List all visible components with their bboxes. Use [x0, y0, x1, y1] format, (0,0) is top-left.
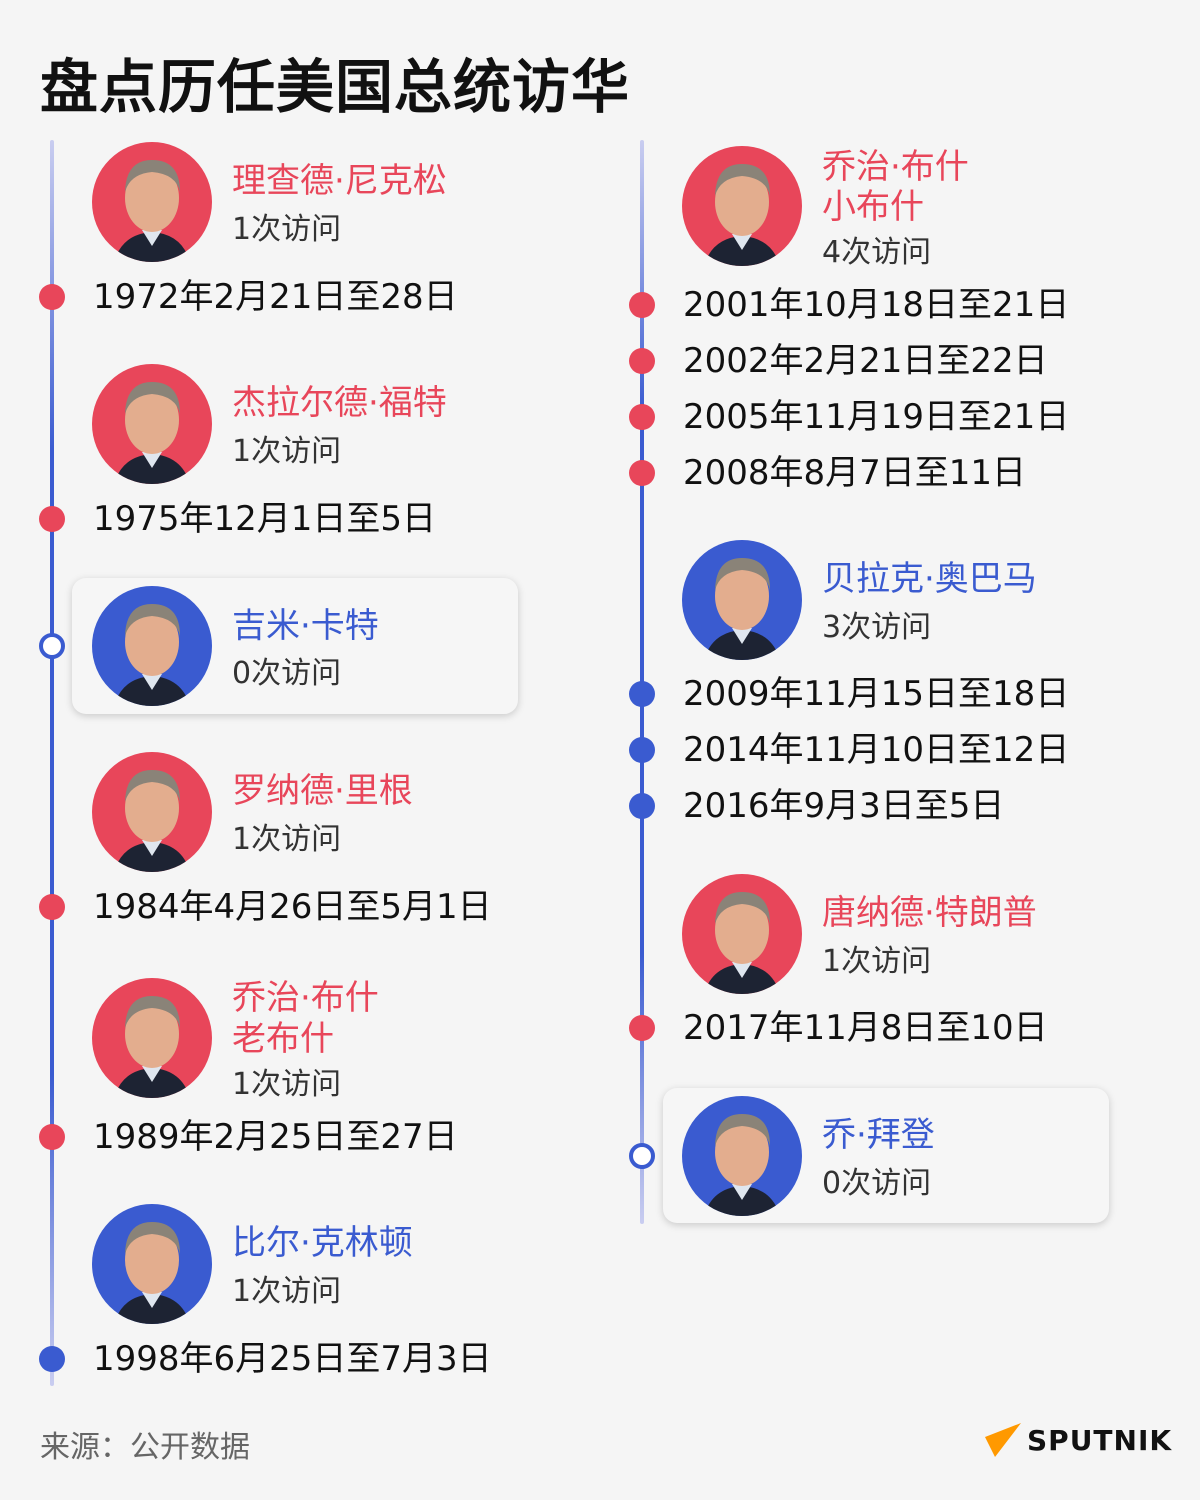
visit-count: 1次访问 — [232, 822, 342, 857]
portrait-silhouette-icon — [114, 770, 190, 872]
visit-date: 1998年6月25日至7月3日 — [93, 1339, 492, 1379]
portrait-silhouette-icon — [114, 382, 190, 484]
president-name: 理查德·尼克松 — [232, 161, 447, 201]
visit-count: 3次访问 — [822, 610, 932, 645]
president-name: 乔治·布什 — [232, 978, 379, 1018]
source-note: 来源：公开数据 — [40, 1430, 250, 1465]
visit-count: 1次访问 — [232, 1274, 342, 1309]
timeline-dot-hollow — [629, 1143, 655, 1169]
timeline-dot — [629, 348, 655, 374]
sputnik-logo: SPUTNIK — [985, 1423, 1172, 1457]
president-name: 乔治·布什 — [822, 147, 969, 187]
visit-date: 2005年11月19日至21日 — [683, 397, 1070, 437]
president-nickname: 小布什 — [822, 187, 924, 227]
timeline-axis-left — [50, 140, 54, 1386]
president-portrait — [682, 540, 802, 660]
timeline-dot — [629, 681, 655, 707]
president-portrait — [682, 874, 802, 994]
visit-count: 0次访问 — [822, 1166, 932, 1201]
president-nickname: 老布什 — [232, 1019, 334, 1059]
sputnik-arrow-icon — [985, 1423, 1021, 1457]
timeline-dot — [629, 793, 655, 819]
president-portrait — [92, 1204, 212, 1324]
president-portrait — [92, 586, 212, 706]
visit-count: 1次访问 — [232, 212, 342, 247]
president-name: 罗纳德·里根 — [232, 771, 413, 811]
president-name: 比尔·克林顿 — [232, 1223, 413, 1263]
visit-count: 0次访问 — [232, 656, 342, 691]
president-portrait — [92, 978, 212, 1098]
president-name: 杰拉尔德·福特 — [232, 383, 447, 423]
president-portrait — [92, 142, 212, 262]
portrait-silhouette-icon — [704, 164, 780, 266]
visit-count: 4次访问 — [822, 235, 932, 270]
timeline-dot — [629, 460, 655, 486]
timeline-dot — [39, 1346, 65, 1372]
logo-text: SPUTNIK — [1027, 1423, 1173, 1457]
president-portrait — [92, 364, 212, 484]
portrait-silhouette-icon — [114, 1222, 190, 1324]
portrait-silhouette-icon — [114, 160, 190, 262]
visit-date: 2008年8月7日至11日 — [683, 453, 1027, 493]
president-name: 唐纳德·特朗普 — [822, 893, 1037, 933]
timeline-dot — [629, 292, 655, 318]
visit-count: 1次访问 — [822, 944, 932, 979]
timeline-dot — [39, 284, 65, 310]
visit-date: 2014年11月10日至12日 — [683, 730, 1070, 770]
timeline-dot — [39, 506, 65, 532]
visit-date: 2002年2月21日至22日 — [683, 341, 1048, 381]
visit-date: 1989年2月25日至27日 — [93, 1117, 458, 1157]
timeline-dot — [39, 894, 65, 920]
president-portrait — [92, 752, 212, 872]
president-portrait — [682, 146, 802, 266]
president-name: 贝拉克·奥巴马 — [822, 559, 1037, 599]
visit-date: 1972年2月21日至28日 — [93, 277, 458, 317]
timeline-dot — [629, 737, 655, 763]
visit-date: 2001年10月18日至21日 — [683, 285, 1070, 325]
visit-date: 1984年4月26日至5月1日 — [93, 887, 492, 927]
timeline-dot — [629, 1015, 655, 1041]
visit-date: 2016年9月3日至5日 — [683, 786, 1005, 826]
portrait-silhouette-icon — [114, 996, 190, 1098]
president-name: 乔·拜登 — [822, 1115, 935, 1155]
timeline-dot-hollow — [39, 633, 65, 659]
timeline-dot — [39, 1124, 65, 1150]
portrait-silhouette-icon — [704, 1114, 780, 1216]
visit-date: 2017年11月8日至10日 — [683, 1008, 1048, 1048]
timeline-dot — [629, 404, 655, 430]
visit-count: 1次访问 — [232, 1067, 342, 1102]
visit-count: 1次访问 — [232, 434, 342, 469]
president-name: 吉米·卡特 — [232, 606, 379, 646]
president-portrait — [682, 1096, 802, 1216]
portrait-silhouette-icon — [704, 892, 780, 994]
visit-date: 1975年12月1日至5日 — [93, 499, 437, 539]
visit-date: 2009年11月15日至18日 — [683, 674, 1070, 714]
portrait-silhouette-icon — [114, 604, 190, 706]
portrait-silhouette-icon — [704, 558, 780, 660]
page-title: 盘点历任美国总统访华 — [40, 53, 631, 121]
